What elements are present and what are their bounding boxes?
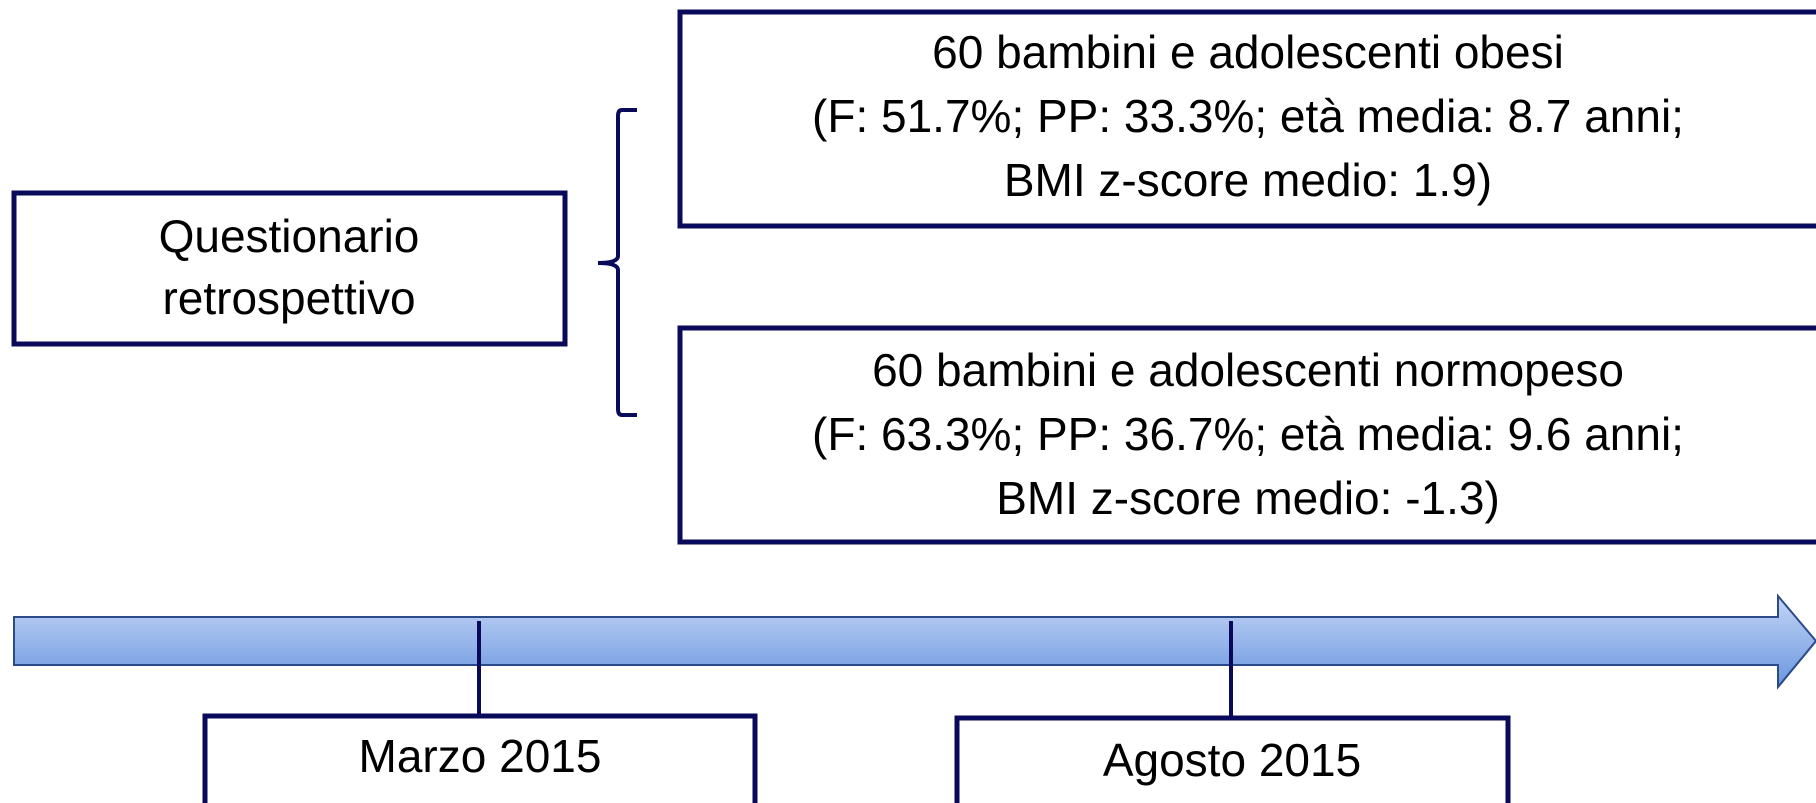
group-text: (F: 51.7%; PP: 33.3%; età media: 8.7 ann…: [812, 90, 1684, 142]
group-text: 60 bambini e adolescenti normopeso: [872, 344, 1624, 396]
left-box-text: Questionario: [159, 210, 420, 262]
left-box: [11, 190, 568, 347]
left-box-text: retrospettivo: [162, 272, 415, 324]
group-text: 60 bambini e adolescenti obesi: [932, 26, 1564, 78]
date-label: Agosto 2015: [1103, 734, 1361, 786]
timeline-arrow: [13, 593, 1816, 690]
group-text: BMI z-score medio: 1.9): [1004, 154, 1492, 206]
date-box: [954, 715, 1511, 803]
date-box: [202, 713, 758, 803]
group-box: [677, 325, 1816, 545]
group-text: BMI z-score medio: -1.3): [996, 472, 1500, 524]
group-text: (F: 63.3%; PP: 36.7%; età media: 9.6 ann…: [812, 408, 1684, 460]
group-box: [677, 9, 1816, 229]
date-label: Marzo 2015: [359, 730, 602, 782]
brace: [597, 108, 637, 417]
